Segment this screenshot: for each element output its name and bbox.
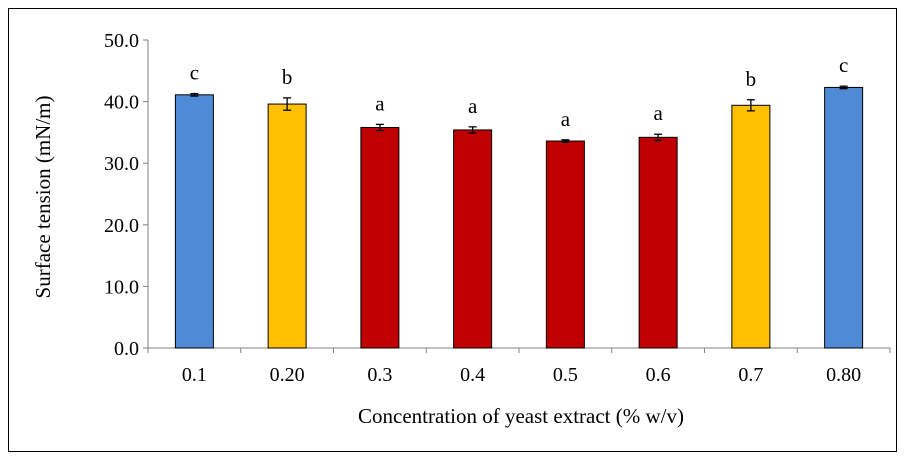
y-tick-label: 40.0 [104, 92, 139, 114]
significance-label: c [839, 53, 848, 77]
significance-label: a [561, 107, 571, 131]
bar [731, 104, 771, 349]
significance-label: b [282, 65, 293, 89]
significance-label: c [190, 61, 199, 85]
y-tick-label: 30.0 [104, 153, 139, 175]
bar [638, 136, 678, 349]
bar [824, 86, 864, 349]
y-axis: 0.0 10.0 20.0 30.0 40.0 50.0 [104, 30, 149, 360]
x-tick-label: 0.3 [367, 364, 392, 386]
x-tick-label: 0.80 [826, 364, 861, 386]
y-tick-label: 50.0 [104, 30, 139, 52]
significance-label: a [468, 94, 478, 118]
significance-label: b [746, 67, 757, 91]
x-tick-label: 0.20 [270, 364, 305, 386]
x-tick-label: 0.7 [738, 364, 763, 386]
significance-label: a [375, 91, 385, 115]
bars: c b a a a a b c [174, 53, 864, 349]
bar [174, 94, 214, 349]
x-axis-title: Concentration of yeast extract (% w/v) [358, 404, 684, 428]
x-tick-label: 0.6 [646, 364, 671, 386]
bar [360, 126, 400, 349]
x-tick-label: 0.1 [182, 364, 207, 386]
y-tick-label: 0.0 [114, 338, 139, 360]
y-tick-label: 20.0 [104, 215, 139, 237]
y-tick-label: 10.0 [104, 276, 139, 298]
bar [453, 129, 493, 349]
x-tick-label: 0.5 [553, 364, 578, 386]
y-axis-title: Surface tension (mN/m) [31, 96, 55, 299]
x-tick-label: 0.4 [460, 364, 485, 386]
bar [545, 140, 585, 349]
bar [267, 103, 307, 349]
significance-label: a [653, 101, 663, 125]
x-axis: 0.1 0.20 0.3 0.4 0.5 0.6 0.7 0.80 [147, 347, 891, 386]
